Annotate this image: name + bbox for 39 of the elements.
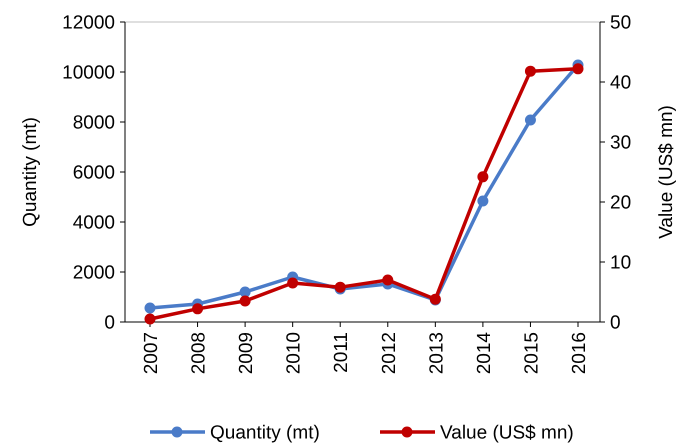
- y2-tick-label: 30: [610, 132, 632, 154]
- x-tick-label: 2007: [141, 332, 162, 374]
- legend-label: Quantity (mt): [210, 422, 320, 444]
- point: [382, 274, 394, 286]
- y2-tick-label: 50: [610, 12, 632, 34]
- x-tick-label: 2008: [188, 332, 210, 374]
- y2-tick-label: 0: [610, 312, 621, 334]
- x-tick-label: 2013: [426, 332, 448, 374]
- y-tick-label: 12000: [62, 12, 115, 34]
- point: [192, 303, 204, 314]
- y2-axis-title: Value (US$ mn): [656, 105, 677, 239]
- y-axis-title: Quantity (mt): [20, 117, 41, 227]
- y-tick-label: 10000: [62, 62, 115, 84]
- y2-tick-label: 40: [610, 72, 632, 94]
- y-tick-label: 2000: [72, 262, 115, 284]
- x-tick-label: 2011: [331, 332, 352, 373]
- x-tick-label: 2014: [474, 332, 495, 374]
- point: [144, 302, 156, 314]
- point: [524, 66, 536, 77]
- y-tick-label: 0: [104, 312, 115, 334]
- point: [144, 314, 156, 324]
- x-tick-label: 2010: [284, 332, 305, 374]
- point: [572, 63, 584, 74]
- point: [240, 286, 251, 298]
- point: [524, 114, 536, 126]
- point: [240, 296, 251, 306]
- y2-tick-label: 10: [610, 252, 632, 274]
- y2-tick-label: 20: [610, 192, 632, 214]
- x-tick-label: 2009: [236, 332, 258, 374]
- y-tick-label: 8000: [72, 112, 115, 134]
- y-tick-label: 6000: [72, 162, 115, 184]
- x-tick-label: 2016: [569, 332, 590, 374]
- point: [477, 196, 488, 206]
- x-tick-label: 2015: [521, 332, 542, 374]
- point: [287, 278, 298, 288]
- x-tick-label: 2012: [378, 332, 400, 374]
- legend-label: Value (US$ mn): [440, 422, 574, 444]
- point: [477, 171, 488, 182]
- y-tick-label: 4000: [72, 212, 115, 234]
